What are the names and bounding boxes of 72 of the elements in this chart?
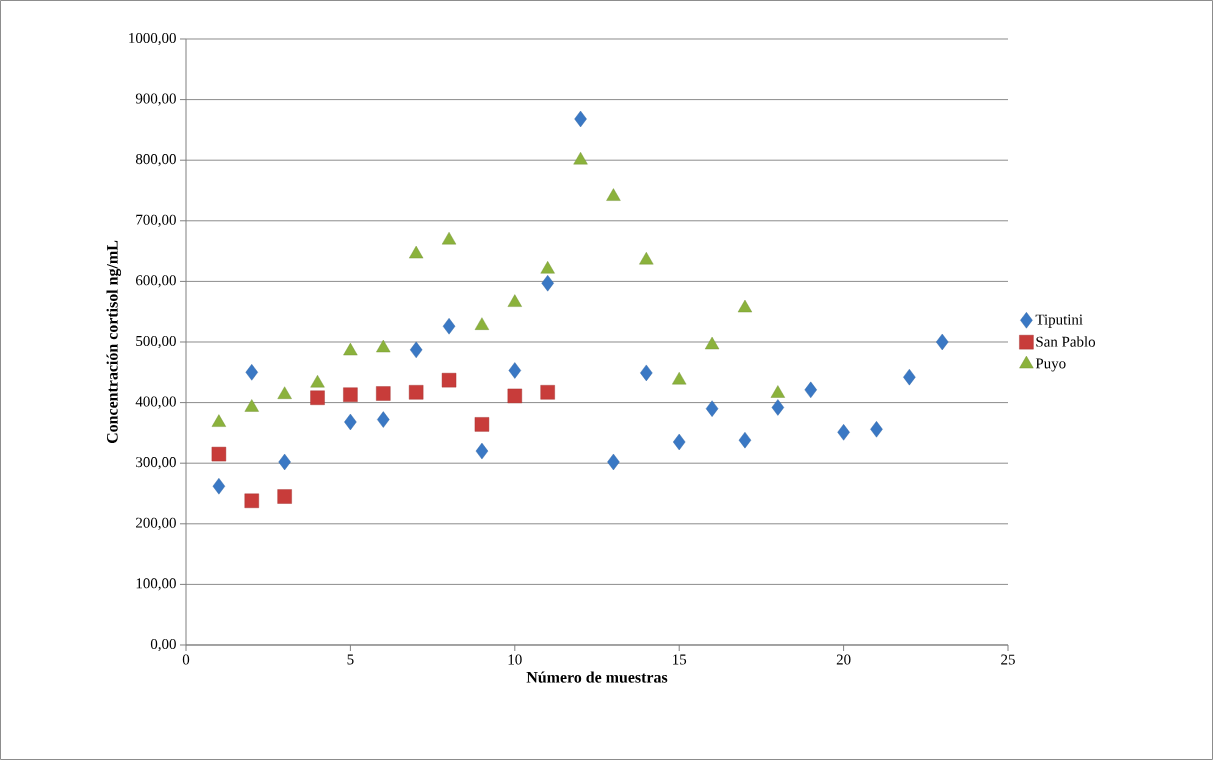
- y-tick-label: 500,00: [136, 335, 176, 349]
- point: [211, 446, 227, 462]
- point: [376, 386, 391, 401]
- point: [441, 231, 457, 245]
- point: [277, 489, 292, 504]
- point: [343, 342, 358, 356]
- y-tick-label: 800,00: [135, 154, 176, 167]
- x-axis-title: Número de muestras: [526, 671, 668, 683]
- point: [804, 381, 817, 399]
- y-tick-label: 300,00: [136, 457, 176, 470]
- point: [245, 364, 258, 381]
- x-tick-label: 20: [836, 654, 851, 665]
- point: [770, 385, 785, 398]
- y-tick-label: 400,00: [135, 396, 176, 409]
- point: [738, 431, 752, 449]
- point: [475, 442, 489, 460]
- point: [277, 386, 292, 399]
- legend-label: Puyo: [1035, 358, 1066, 372]
- point: [704, 336, 720, 350]
- point: [640, 364, 653, 382]
- point: [310, 375, 325, 388]
- y-tick-label: 600,00: [136, 275, 176, 288]
- point: [936, 333, 949, 351]
- point: [442, 318, 456, 335]
- point: [607, 453, 620, 471]
- y-axis-title: Concentración cortisol ng/mL: [106, 240, 122, 444]
- point: [377, 411, 390, 428]
- point: [408, 385, 424, 400]
- point: [278, 453, 291, 471]
- point: [211, 414, 227, 427]
- point: [409, 341, 423, 359]
- point: [474, 417, 490, 432]
- point: [507, 388, 522, 404]
- point: [705, 400, 719, 417]
- point: [540, 385, 555, 400]
- point: [508, 362, 521, 379]
- point: [244, 399, 259, 412]
- x-tick-label: 10: [508, 654, 522, 665]
- y-tick-label: 1000,00: [129, 32, 176, 46]
- y-tick-label: 0,00: [150, 638, 176, 652]
- point: [343, 387, 358, 402]
- point: [376, 339, 391, 353]
- y-tick-label: 900,00: [135, 93, 176, 106]
- point: [573, 152, 588, 165]
- point: [212, 478, 226, 495]
- point: [344, 413, 357, 431]
- legend-label: Tiputini: [1035, 314, 1083, 328]
- point: [673, 433, 686, 451]
- point: [737, 299, 753, 313]
- point: [474, 317, 490, 330]
- point: [244, 493, 259, 508]
- point: [606, 188, 621, 201]
- point: [540, 261, 555, 274]
- y-tick-label: 200,00: [136, 517, 176, 530]
- point: [310, 390, 325, 405]
- x-tick-label: 5: [347, 654, 354, 665]
- point: [409, 245, 424, 259]
- point: [837, 424, 850, 441]
- x-tick-label: 15: [673, 654, 687, 665]
- point: [507, 294, 522, 307]
- point: [771, 399, 785, 416]
- point: [672, 371, 687, 385]
- y-tick-label: 100,00: [136, 578, 176, 591]
- point: [903, 368, 916, 386]
- x-tick-label: 25: [1001, 654, 1015, 665]
- point: [541, 275, 554, 292]
- point: [870, 421, 883, 438]
- x-tick-label: 0: [182, 654, 190, 665]
- y-tick-label: 700,00: [136, 214, 176, 227]
- point: [639, 251, 654, 265]
- legend-label: San Pablo: [1036, 336, 1096, 347]
- point: [441, 372, 457, 388]
